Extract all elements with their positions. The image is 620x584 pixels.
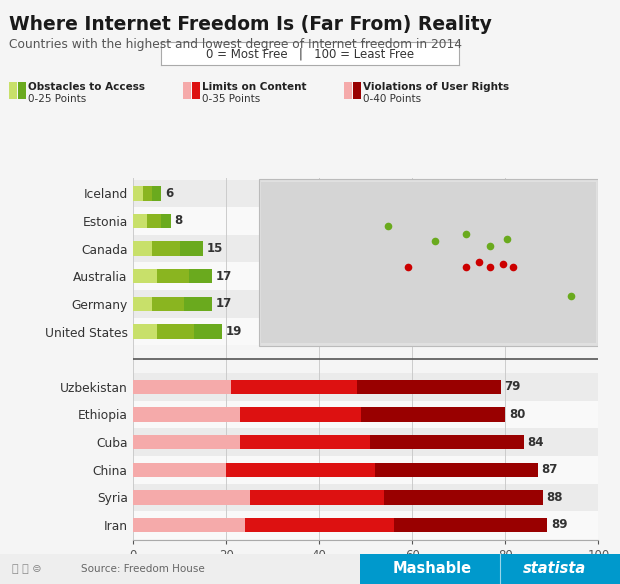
- Bar: [356, 380, 501, 394]
- Text: 80: 80: [509, 408, 525, 421]
- Bar: [156, 269, 189, 283]
- Text: Countries with the highest and lowest degree of Internet freedom in 2014: Countries with the highest and lowest de…: [9, 38, 463, 51]
- Bar: [133, 401, 598, 428]
- Bar: [361, 407, 505, 422]
- Bar: [193, 324, 222, 339]
- Text: 8: 8: [174, 214, 182, 227]
- Bar: [133, 324, 156, 339]
- Text: 0 = Most Free   |   100 = Least Free: 0 = Most Free | 100 = Least Free: [206, 47, 414, 60]
- Bar: [133, 214, 148, 228]
- Bar: [133, 318, 598, 345]
- Text: Mashable: Mashable: [393, 561, 472, 576]
- Bar: [133, 484, 598, 511]
- Bar: [133, 456, 598, 484]
- Bar: [152, 186, 161, 200]
- Bar: [371, 435, 524, 449]
- Bar: [133, 373, 598, 401]
- Text: ⬛: ⬛: [606, 564, 613, 574]
- Bar: [133, 380, 231, 394]
- Bar: [375, 463, 538, 477]
- Text: Ⓒ ⓘ ⊜: Ⓒ ⓘ ⊜: [12, 564, 42, 574]
- Bar: [185, 297, 212, 311]
- Bar: [133, 428, 598, 456]
- Bar: [133, 235, 598, 262]
- Bar: [241, 407, 361, 422]
- Bar: [189, 269, 212, 283]
- Text: statista: statista: [523, 561, 587, 576]
- Bar: [156, 324, 193, 339]
- Text: 17: 17: [216, 270, 232, 283]
- Text: Obstacles to Access: Obstacles to Access: [29, 82, 146, 92]
- Bar: [152, 241, 180, 256]
- Text: 0-40 Points: 0-40 Points: [363, 93, 422, 104]
- Text: Where Internet Freedom Is (Far From) Reality: Where Internet Freedom Is (Far From) Rea…: [9, 15, 492, 34]
- Bar: [133, 179, 598, 207]
- Text: 0-35 Points: 0-35 Points: [202, 93, 260, 104]
- Text: 79: 79: [504, 380, 521, 393]
- Bar: [226, 463, 375, 477]
- FancyBboxPatch shape: [261, 182, 596, 343]
- Bar: [133, 490, 249, 505]
- Text: 87: 87: [542, 463, 558, 476]
- Bar: [152, 297, 185, 311]
- Bar: [133, 297, 152, 311]
- Bar: [133, 435, 241, 449]
- Text: Violations of User Rights: Violations of User Rights: [363, 82, 509, 92]
- Bar: [133, 407, 241, 422]
- Bar: [249, 490, 384, 505]
- Bar: [180, 241, 203, 256]
- Text: 15: 15: [207, 242, 223, 255]
- Bar: [133, 518, 245, 532]
- Bar: [161, 214, 171, 228]
- Bar: [133, 186, 143, 200]
- Text: Source: Freedom House: Source: Freedom House: [81, 564, 205, 574]
- Text: Limits on Content: Limits on Content: [202, 82, 306, 92]
- Bar: [133, 241, 152, 256]
- Bar: [133, 463, 226, 477]
- Bar: [231, 380, 356, 394]
- Text: 84: 84: [528, 436, 544, 449]
- Text: 6: 6: [165, 187, 173, 200]
- FancyBboxPatch shape: [259, 179, 598, 346]
- Bar: [384, 490, 542, 505]
- Bar: [133, 290, 598, 318]
- Text: 88: 88: [546, 491, 563, 504]
- Bar: [133, 511, 598, 539]
- Bar: [133, 207, 598, 235]
- Bar: [394, 518, 547, 532]
- Bar: [148, 214, 161, 228]
- Text: 17: 17: [216, 297, 232, 310]
- Text: 89: 89: [551, 519, 567, 531]
- Bar: [245, 518, 394, 532]
- Text: 19: 19: [226, 325, 242, 338]
- Bar: [143, 186, 152, 200]
- Text: 0-25 Points: 0-25 Points: [29, 93, 87, 104]
- Bar: [133, 262, 598, 290]
- Bar: [133, 269, 156, 283]
- Bar: [241, 435, 371, 449]
